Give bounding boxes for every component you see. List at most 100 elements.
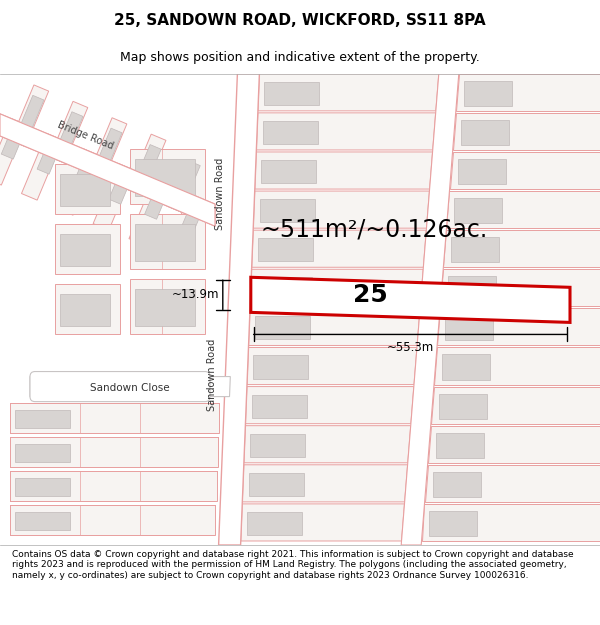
Polygon shape (0, 114, 215, 226)
Text: ~55.3m: ~55.3m (387, 341, 434, 354)
Polygon shape (449, 152, 600, 189)
Bar (135, 289, 195, 326)
Bar (130, 279, 205, 334)
Polygon shape (218, 74, 259, 545)
Bar (60, 174, 110, 206)
Polygon shape (53, 112, 83, 162)
Text: Contains OS data © Crown copyright and database right 2021. This information is : Contains OS data © Crown copyright and d… (12, 550, 574, 580)
Bar (442, 354, 490, 379)
Polygon shape (181, 197, 206, 234)
Bar (60, 234, 110, 266)
Polygon shape (0, 114, 215, 226)
Polygon shape (109, 167, 134, 204)
Polygon shape (128, 134, 166, 196)
Polygon shape (129, 179, 170, 245)
Polygon shape (428, 426, 600, 462)
Polygon shape (422, 504, 600, 541)
Text: ~511m²/~0.126ac.: ~511m²/~0.126ac. (261, 217, 488, 241)
Bar (255, 316, 310, 339)
Bar (247, 512, 302, 535)
Polygon shape (30, 376, 230, 397)
Polygon shape (256, 113, 436, 150)
Polygon shape (440, 269, 600, 306)
Bar (15, 478, 70, 496)
Bar (55, 224, 120, 274)
Bar (130, 214, 205, 269)
Polygon shape (456, 74, 600, 111)
Bar (458, 159, 506, 184)
Polygon shape (10, 437, 218, 467)
Bar (265, 82, 319, 105)
Bar (261, 160, 316, 183)
Bar (433, 472, 481, 497)
Bar (252, 394, 307, 418)
Polygon shape (453, 113, 600, 150)
Polygon shape (89, 118, 127, 179)
Polygon shape (242, 465, 407, 502)
FancyBboxPatch shape (30, 371, 210, 402)
Polygon shape (93, 164, 134, 230)
Polygon shape (250, 269, 423, 306)
Polygon shape (425, 465, 600, 502)
Bar (135, 224, 195, 261)
Text: Sandown Road: Sandown Road (208, 338, 217, 411)
Text: Sandown Close: Sandown Close (90, 382, 170, 392)
Polygon shape (401, 74, 459, 545)
Polygon shape (255, 152, 433, 189)
Bar (448, 276, 496, 301)
Polygon shape (170, 161, 200, 212)
Text: 25, SANDOWN ROAD, WICKFORD, SS11 8PA: 25, SANDOWN ROAD, WICKFORD, SS11 8PA (114, 13, 486, 28)
Bar (60, 294, 110, 326)
Polygon shape (167, 151, 205, 213)
Polygon shape (245, 387, 414, 424)
Bar (249, 472, 304, 496)
Bar (130, 149, 205, 204)
Polygon shape (437, 308, 600, 346)
Polygon shape (50, 101, 88, 163)
Polygon shape (241, 504, 404, 541)
Polygon shape (0, 118, 26, 185)
Bar (15, 444, 70, 462)
Polygon shape (10, 505, 215, 535)
Bar (260, 199, 315, 222)
Text: ~13.9m: ~13.9m (172, 288, 219, 301)
Polygon shape (10, 471, 217, 501)
Bar (445, 316, 493, 341)
Polygon shape (251, 278, 570, 322)
Text: Bridge Road: Bridge Road (56, 120, 115, 152)
Bar (436, 432, 484, 457)
Bar (257, 278, 311, 301)
Polygon shape (131, 144, 161, 196)
Bar (430, 511, 478, 536)
Text: Sandown Road: Sandown Road (215, 158, 224, 230)
Text: Map shows position and indicative extent of the property.: Map shows position and indicative extent… (120, 51, 480, 64)
Polygon shape (251, 230, 427, 268)
Text: 25: 25 (353, 283, 388, 307)
Polygon shape (73, 152, 98, 189)
Bar (454, 198, 502, 223)
Polygon shape (92, 128, 122, 179)
Polygon shape (247, 348, 417, 384)
Bar (55, 284, 120, 334)
Bar (15, 409, 70, 428)
Bar (451, 237, 499, 262)
Bar (461, 120, 509, 145)
Bar (253, 356, 308, 379)
Bar (464, 81, 512, 106)
Polygon shape (446, 191, 600, 228)
Polygon shape (443, 230, 600, 268)
Polygon shape (58, 149, 98, 215)
Bar (55, 164, 120, 214)
Polygon shape (1, 122, 27, 159)
Bar (135, 159, 195, 196)
Polygon shape (165, 194, 206, 260)
Polygon shape (37, 137, 62, 174)
Polygon shape (248, 308, 420, 346)
Polygon shape (22, 133, 62, 200)
Bar (15, 512, 70, 530)
Bar (258, 238, 313, 261)
Polygon shape (14, 96, 44, 146)
Polygon shape (145, 182, 170, 219)
Polygon shape (434, 348, 600, 384)
Polygon shape (253, 191, 430, 228)
